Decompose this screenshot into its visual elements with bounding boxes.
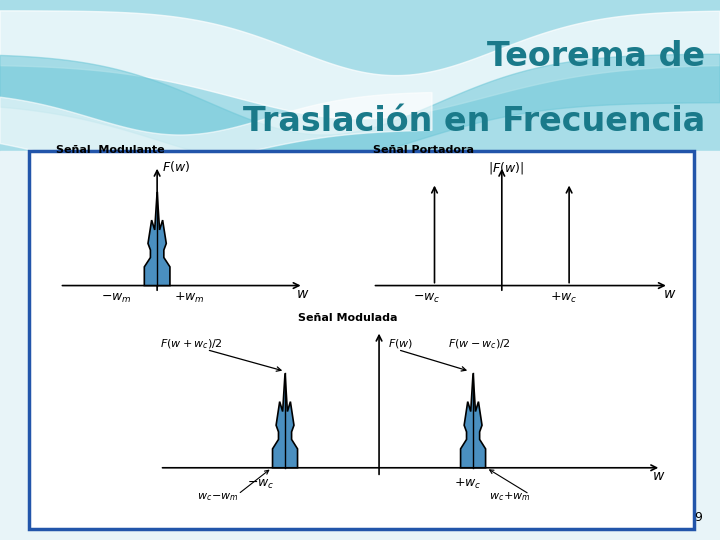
Text: $w_c\!+\!w_m$: $w_c\!+\!w_m$ (489, 490, 531, 503)
Text: Traslación en Frecuencia: Traslación en Frecuencia (243, 105, 706, 138)
Text: 9: 9 (694, 511, 702, 524)
Text: $w_c\!-\!w_m$: $w_c\!-\!w_m$ (197, 491, 239, 503)
Bar (0, 0, 720, 151)
Bar (0, 151, 720, 540)
Polygon shape (273, 373, 297, 468)
Polygon shape (0, 54, 720, 167)
Text: $|F(w)|$: $|F(w)|$ (488, 160, 524, 176)
Text: $w$: $w$ (652, 469, 665, 483)
Text: Señal Portadora: Señal Portadora (372, 145, 474, 155)
FancyBboxPatch shape (29, 151, 694, 529)
Text: $w$: $w$ (663, 287, 677, 301)
Polygon shape (0, 92, 432, 167)
Text: $+w_m$: $+w_m$ (174, 291, 204, 305)
Text: $-w_c$: $-w_c$ (413, 292, 441, 305)
Text: $F(w)$: $F(w)$ (162, 159, 190, 174)
Text: $w$: $w$ (296, 287, 309, 301)
Text: $F(w+w_c)/2$: $F(w+w_c)/2$ (160, 337, 222, 350)
Text: $-w_m$: $-w_m$ (101, 292, 131, 305)
Text: Teorema de: Teorema de (487, 40, 706, 73)
Polygon shape (144, 192, 170, 286)
Polygon shape (0, 11, 720, 119)
Text: $F(w)$: $F(w)$ (389, 338, 414, 350)
Text: $-w_c$: $-w_c$ (248, 478, 275, 491)
Text: $F(w-w_c)/2$: $F(w-w_c)/2$ (448, 337, 511, 350)
Text: Señal Modulada: Señal Modulada (298, 313, 397, 323)
Polygon shape (461, 373, 485, 468)
Text: $+w_c$: $+w_c$ (454, 477, 482, 491)
Text: $+w_c$: $+w_c$ (550, 291, 577, 305)
Text: Señal  Modulante: Señal Modulante (56, 145, 165, 155)
